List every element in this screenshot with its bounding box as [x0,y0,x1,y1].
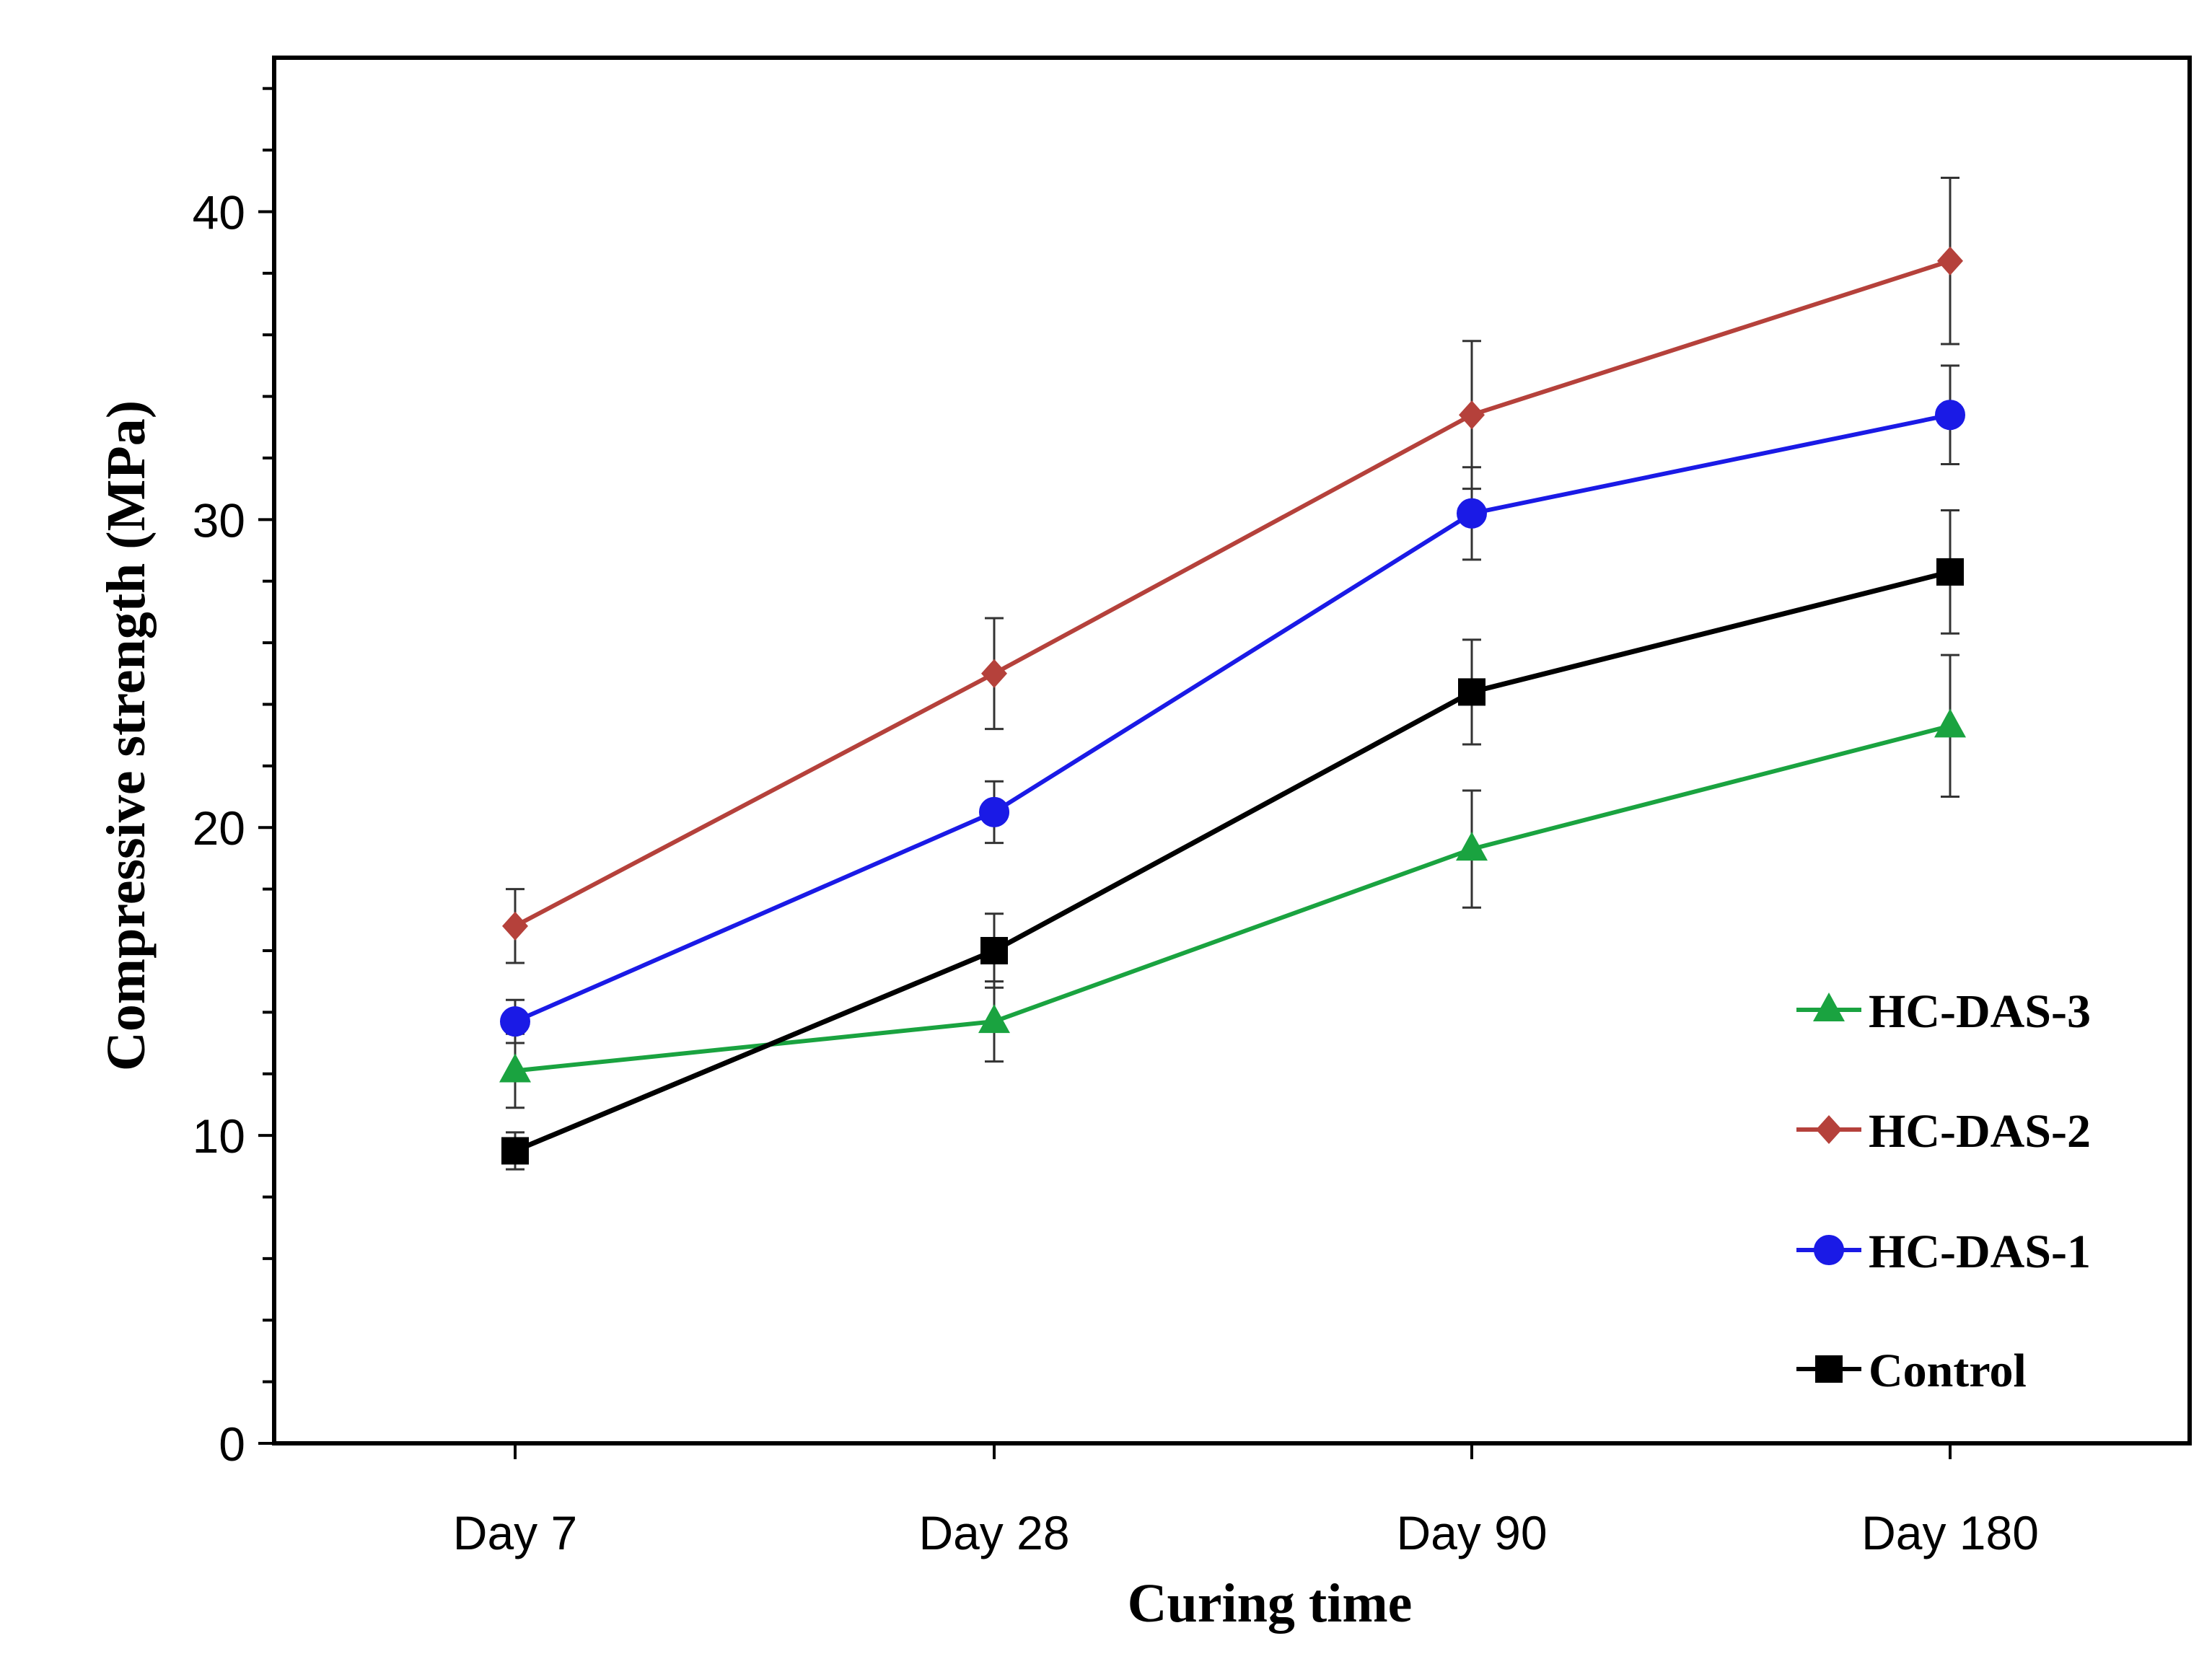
data-point [980,936,1008,964]
legend: HC-DAS-3 HC-DAS-2 HC-DAS-1 Control [1796,985,2091,1397]
data-point [981,659,1007,688]
data-point [1934,708,1966,738]
series-hc-das-1 [500,364,1965,1044]
data-point [1458,678,1485,706]
x-tick-label: Day 28 [918,1506,1069,1559]
legend-item-hc-das-1: HC-DAS-1 [1796,1225,2091,1278]
x-tick-label: Day 90 [1396,1506,1547,1559]
legend-marker [1816,1115,1842,1144]
data-point [1456,832,1488,861]
legend-item-control: Control [1796,1345,2027,1397]
series-layer [499,176,1966,1171]
series-hc-das-2 [502,176,1963,964]
x-tick-label: Day 7 [453,1506,577,1559]
y-tick-label: 10 [193,1109,245,1163]
legend-item-hc-das-3: HC-DAS-3 [1796,985,2091,1038]
y-tick-label: 20 [193,801,245,855]
y-tick-label: 0 [219,1417,245,1471]
data-point [978,1004,1010,1034]
y-axis-title: Compressive strength (MPa) [96,400,157,1071]
x-axis-title: Curing time [1128,1573,1413,1634]
legend-marker [1813,993,1845,1021]
x-tick-label: Day 180 [1861,1506,2039,1559]
y-tick-label: 40 [193,185,245,239]
data-point [500,1006,530,1037]
data-point [502,911,528,941]
series-control [501,509,1964,1171]
data-point [501,1137,529,1165]
data-point [1937,246,1963,276]
legend-label: HC-DAS-2 [1869,1105,2091,1158]
series-line [514,723,1951,1073]
data-point [499,1053,531,1083]
data-point [1936,558,1964,586]
data-point [979,796,1009,827]
legend-item-hc-das-2: HC-DAS-2 [1796,1105,2091,1158]
data-point [1935,400,1965,431]
y-axis-ticks: 0 10 20 30 40 [193,87,274,1471]
y-tick-label: 30 [193,493,245,547]
series-line [514,413,1951,1024]
plot-frame [272,56,2192,1445]
legend-marker [1815,1355,1843,1383]
data-point [1459,400,1485,430]
series-hc-das-3 [499,654,1966,1109]
legend-label: Control [1869,1345,2027,1397]
series-line [514,569,1951,1153]
legend-marker [1814,1235,1844,1265]
legend-label: HC-DAS-3 [1869,985,2091,1038]
series-line [514,258,1951,928]
plot-area-border [272,56,2192,1445]
data-point [1457,498,1487,529]
legend-label: HC-DAS-1 [1869,1225,2091,1278]
x-axis-ticks: Day 7 Day 28 Day 90 Day 180 [453,1443,2039,1559]
